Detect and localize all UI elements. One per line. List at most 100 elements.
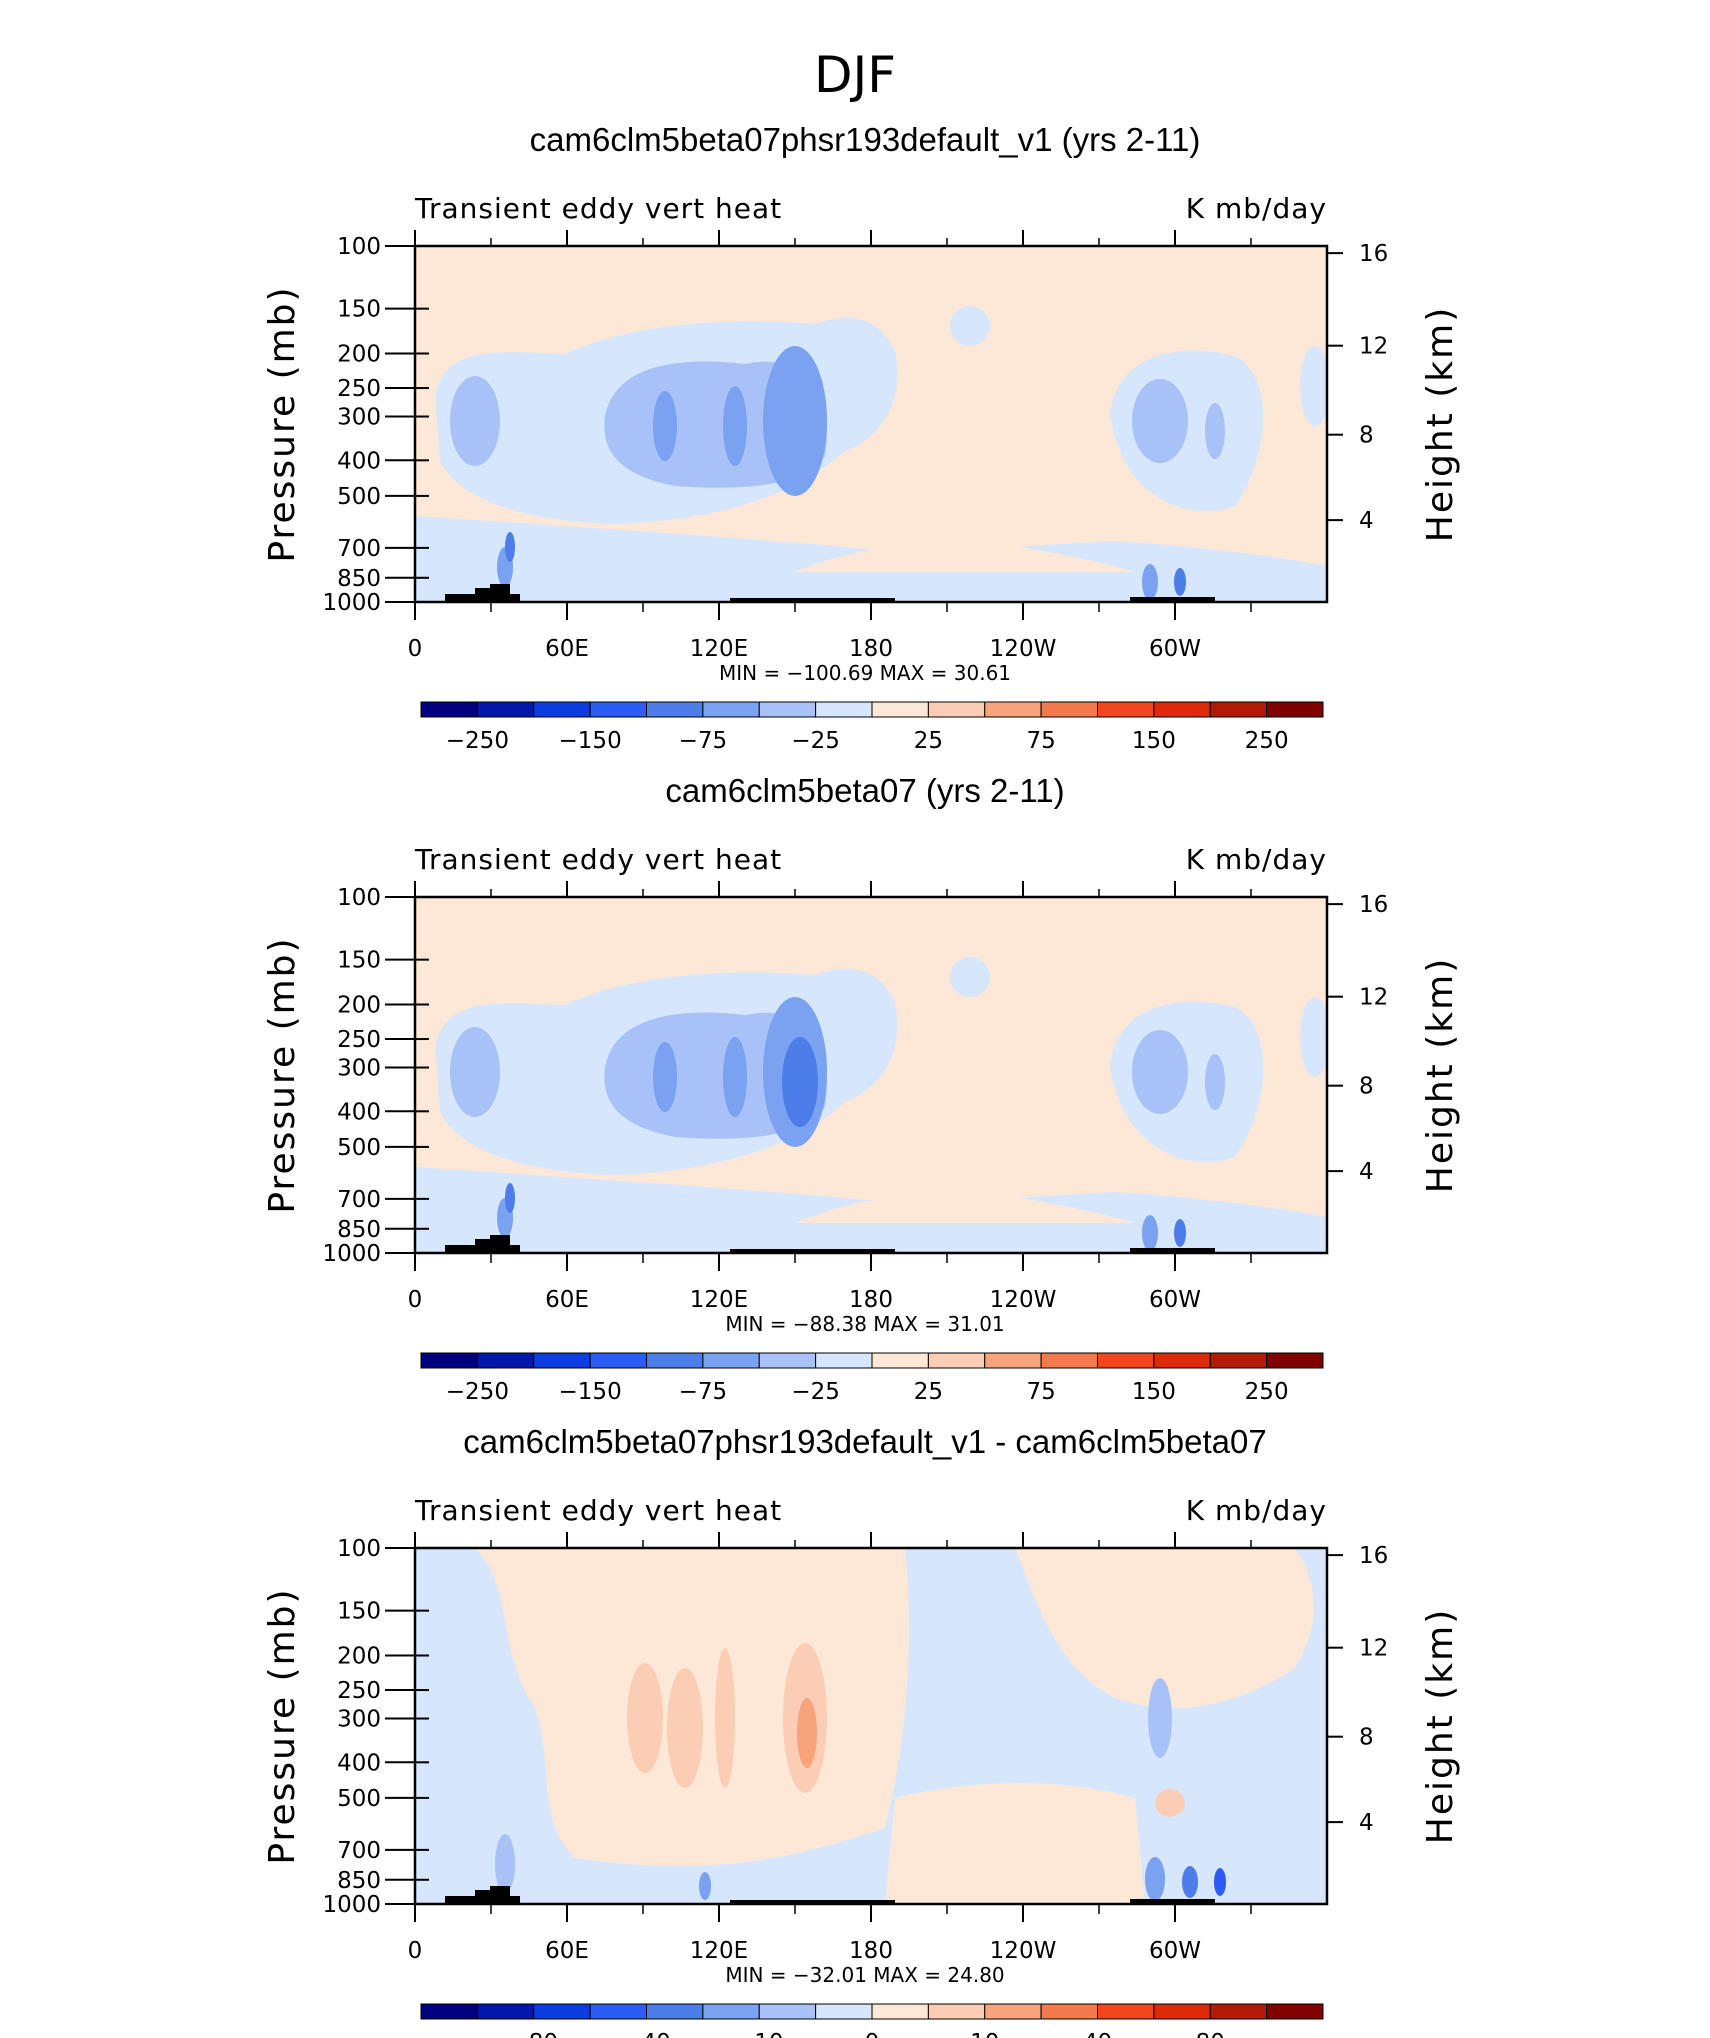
colorbar-label: 150 bbox=[1132, 728, 1176, 754]
y-tick-label: 200 bbox=[337, 342, 381, 368]
neg-low-5 bbox=[699, 1872, 711, 1900]
colorbar-label: −150 bbox=[559, 1379, 622, 1405]
colorbar-swatch bbox=[1266, 701, 1324, 718]
colorbar-swatch bbox=[1153, 2003, 1211, 2020]
y-axis-title: Pressure (mb) bbox=[262, 1587, 303, 1864]
colorbar-swatch bbox=[1266, 2003, 1324, 2020]
colorbar-swatch bbox=[815, 701, 873, 718]
colorbar-swatch bbox=[533, 701, 591, 718]
x-tick-label: 60W bbox=[1149, 636, 1201, 662]
x-tick-label: 0 bbox=[408, 1938, 423, 1964]
y-axis-title: Pressure (mb) bbox=[262, 285, 303, 562]
colorbar-label: 150 bbox=[1132, 1379, 1176, 1405]
colorbar-swatch bbox=[871, 2003, 929, 2020]
x-tick-label: 120E bbox=[690, 1287, 748, 1313]
panel-3: cam6clm5beta07phsr193default_v1 - cam6cl… bbox=[262, 1423, 1461, 2038]
y-tick-label: 1000 bbox=[322, 590, 381, 616]
blob-45w bbox=[1205, 403, 1225, 459]
pos-blob-65w bbox=[1155, 1789, 1185, 1817]
y-tick-label: 200 bbox=[337, 1644, 381, 1670]
y-tick-label: 100 bbox=[337, 1536, 381, 1562]
colorbar-label: 75 bbox=[1026, 728, 1055, 754]
x-tick-label: 180 bbox=[849, 1287, 893, 1313]
colorbar-label: 80 bbox=[1196, 2030, 1225, 2038]
colorbar-label: −25 bbox=[791, 1379, 840, 1405]
colorbar-swatch bbox=[702, 2003, 760, 2020]
core-125e bbox=[723, 1037, 747, 1117]
colorbar-label: 250 bbox=[1245, 1379, 1289, 1405]
core-inner bbox=[782, 1037, 818, 1127]
colorbar-label: 75 bbox=[1026, 1379, 1055, 1405]
x-tick-label: 120E bbox=[690, 636, 748, 662]
colorbar-swatch bbox=[533, 2003, 591, 2020]
colorbar-swatch bbox=[1097, 2003, 1155, 2020]
colorbar-swatch bbox=[476, 1352, 535, 1369]
colorbar-swatch bbox=[871, 1352, 929, 1369]
colorbar-swatch bbox=[646, 2003, 704, 2020]
colorbar-swatch bbox=[927, 1352, 986, 1369]
positive-lowlevel bbox=[795, 542, 1135, 572]
colorbar-swatch bbox=[927, 701, 986, 718]
y-tick-label: 1000 bbox=[322, 1892, 381, 1918]
y-tick-label: 850 bbox=[337, 566, 381, 592]
neg-low-2 bbox=[1145, 1857, 1165, 1901]
blob-45w bbox=[1205, 1054, 1225, 1110]
y-right-tick-label: 12 bbox=[1359, 334, 1388, 360]
low-blob-2 bbox=[505, 532, 515, 562]
colorbar-swatch bbox=[1040, 701, 1098, 718]
x-tick-label: 180 bbox=[849, 636, 893, 662]
units-label: K mb/day bbox=[1186, 1494, 1327, 1527]
min-max-text: MIN = −32.01 MAX = 24.80 bbox=[725, 1963, 1004, 1987]
colorbar-swatch bbox=[815, 1352, 873, 1369]
colorbar-swatch bbox=[1097, 1352, 1155, 1369]
variable-label: Transient eddy vert heat bbox=[414, 1494, 782, 1527]
colorbar-swatch bbox=[984, 1352, 1042, 1369]
units-label: K mb/day bbox=[1186, 192, 1327, 225]
blob-30e bbox=[450, 1027, 500, 1117]
x-tick-label: 60E bbox=[545, 1287, 589, 1313]
colorbar-swatch bbox=[927, 2003, 986, 2020]
neg-blob-60w bbox=[1148, 1678, 1172, 1758]
topography-andes bbox=[1130, 1248, 1215, 1253]
y-right-tick-label: 16 bbox=[1359, 1543, 1388, 1569]
colorbar-swatch bbox=[476, 701, 535, 718]
y-axis-title: Pressure (mb) bbox=[262, 936, 303, 1213]
topography-line bbox=[730, 1249, 895, 1253]
y-tick-label: 700 bbox=[337, 536, 381, 562]
variable-label: Transient eddy vert heat bbox=[414, 192, 782, 225]
topography-tibet bbox=[445, 1886, 520, 1904]
x-tick-label: 120W bbox=[990, 1938, 1057, 1964]
topography-andes bbox=[1130, 597, 1215, 602]
x-tick-label: 60W bbox=[1149, 1938, 1201, 1964]
y-tick-label: 200 bbox=[337, 993, 381, 1019]
low-blob-3 bbox=[1142, 1215, 1158, 1251]
units-label: K mb/day bbox=[1186, 843, 1327, 876]
y-tick-label: 400 bbox=[337, 448, 381, 474]
variable-label: Transient eddy vert heat bbox=[414, 843, 782, 876]
pos-core-150e bbox=[797, 1698, 817, 1768]
y-tick-label: 500 bbox=[337, 1786, 381, 1812]
colorbar-swatch bbox=[1153, 701, 1211, 718]
y-right-axis-title: Height (km) bbox=[1420, 957, 1461, 1193]
colorbar-swatch bbox=[1040, 2003, 1098, 2020]
field bbox=[415, 1548, 1327, 1904]
colorbar-swatch bbox=[702, 1352, 760, 1369]
lb-blob-east bbox=[1300, 997, 1327, 1077]
y-tick-label: 100 bbox=[337, 885, 381, 911]
colorbar-label: 25 bbox=[914, 728, 943, 754]
y-right-tick-label: 16 bbox=[1359, 892, 1388, 918]
y-tick-label: 300 bbox=[337, 405, 381, 431]
colorbar-label: −75 bbox=[679, 728, 728, 754]
min-max-text: MIN = −88.38 MAX = 31.01 bbox=[725, 1312, 1004, 1336]
y-right-axis-title: Height (km) bbox=[1420, 1608, 1461, 1844]
colorbar-label: −25 bbox=[791, 728, 840, 754]
field bbox=[415, 897, 1327, 1253]
y-tick-label: 500 bbox=[337, 1135, 381, 1161]
core-inner bbox=[782, 386, 818, 476]
positive-lowlevel bbox=[795, 1193, 1135, 1223]
x-tick-label: 60E bbox=[545, 1938, 589, 1964]
colorbar-swatch bbox=[1266, 1352, 1324, 1369]
x-tick-label: 60E bbox=[545, 636, 589, 662]
neg-low-1 bbox=[495, 1834, 515, 1894]
y-tick-label: 850 bbox=[337, 1868, 381, 1894]
